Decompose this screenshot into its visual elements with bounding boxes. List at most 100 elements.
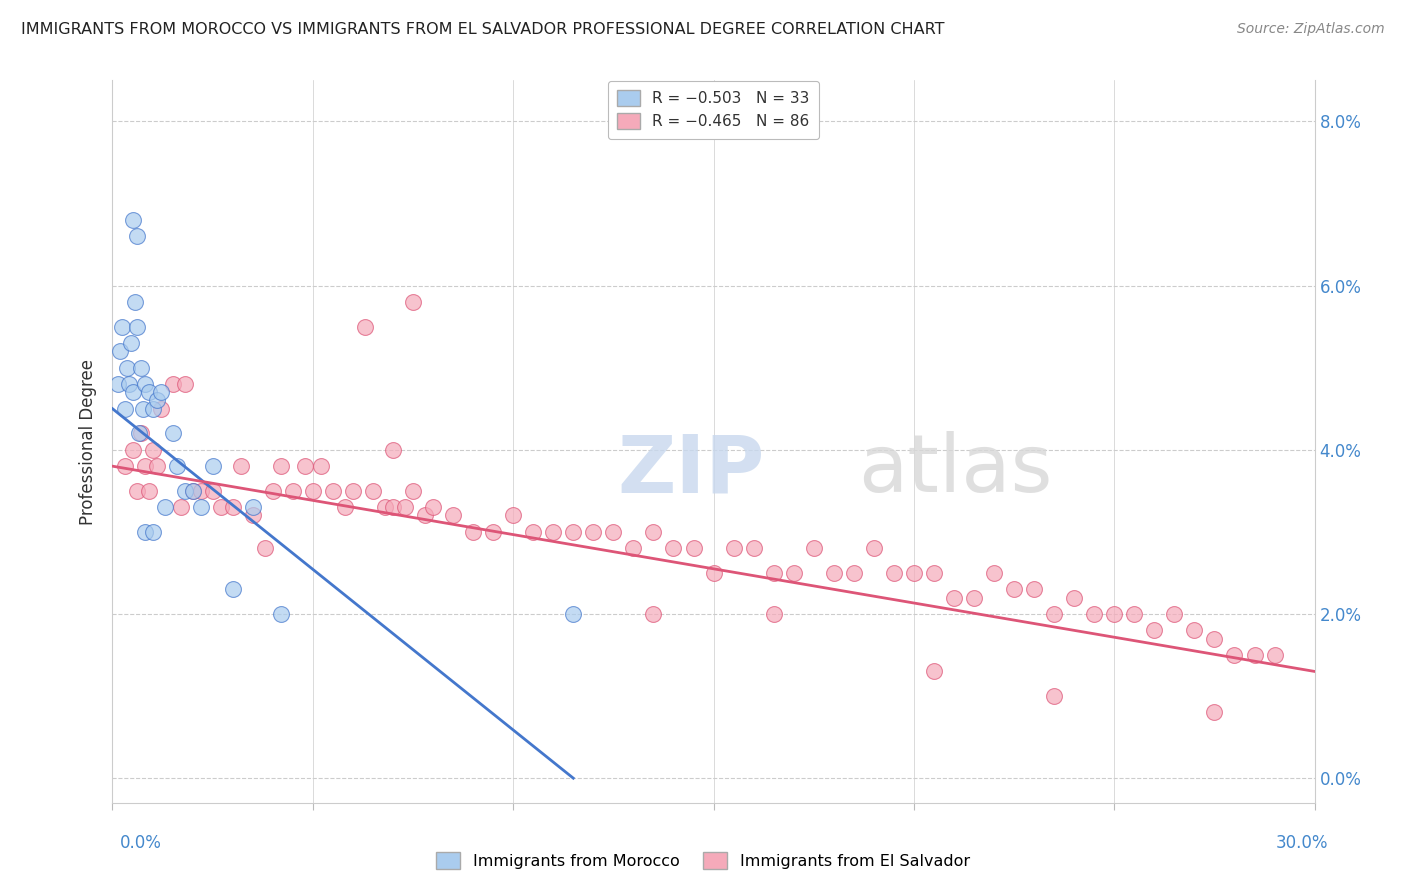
Point [138,483,160,498]
Point [114,401,136,416]
Point [662,541,685,556]
Point [723,541,745,556]
Point [402,295,425,310]
Point [173,377,195,392]
Point [201,459,224,474]
Point [1204,632,1226,646]
Point [141,442,165,457]
Point [422,500,444,515]
Point [110,344,132,359]
Point [823,566,845,580]
Point [169,500,191,515]
Point [190,500,212,515]
Point [121,442,143,457]
Point [922,665,945,679]
Text: 30.0%: 30.0% [1277,834,1329,852]
Point [1024,582,1046,597]
Point [562,607,585,621]
Point [181,483,204,498]
Text: Source: ZipAtlas.com: Source: ZipAtlas.com [1237,22,1385,37]
Point [482,524,505,539]
Point [229,459,252,474]
Point [149,385,172,400]
Point [125,319,148,334]
Point [1123,607,1146,621]
Point [124,295,146,310]
Point [121,212,143,227]
Point [963,591,986,605]
Point [394,500,416,515]
Point [281,483,304,498]
Point [1002,582,1025,597]
Point [134,524,156,539]
Point [145,393,167,408]
Point [1083,607,1105,621]
Point [1063,591,1085,605]
Point [842,566,865,580]
Point [1184,624,1206,638]
Point [129,426,152,441]
Point [114,459,136,474]
Point [120,336,142,351]
Point [463,524,485,539]
Point [543,524,565,539]
Legend: R = −0.503   N = 33, R = −0.465   N = 86: R = −0.503 N = 33, R = −0.465 N = 86 [609,80,818,138]
Point [162,426,184,441]
Point [107,377,129,392]
Text: IMMIGRANTS FROM MOROCCO VS IMMIGRANTS FROM EL SALVADOR PROFESSIONAL DEGREE CORRE: IMMIGRANTS FROM MOROCCO VS IMMIGRANTS FR… [21,22,945,37]
Point [883,566,905,580]
Point [190,483,212,498]
Point [682,541,704,556]
Point [149,401,172,416]
Point [361,483,384,498]
Point [1163,607,1185,621]
Point [138,385,160,400]
Point [134,459,156,474]
Point [1243,648,1265,662]
Point [803,541,825,556]
Point [173,483,195,498]
Point [1264,648,1286,662]
Point [762,566,785,580]
Point [302,483,325,498]
Point [1223,648,1246,662]
Point [863,541,886,556]
Point [783,566,806,580]
Point [1104,607,1126,621]
Point [181,483,204,498]
Point [623,541,645,556]
Point [270,459,292,474]
Point [125,483,148,498]
Point [129,360,152,375]
Point [131,401,153,416]
Point [209,500,232,515]
Point [742,541,765,556]
Point [502,508,524,523]
Point [222,582,245,597]
Point [374,500,396,515]
Point [402,483,425,498]
Point [270,607,292,621]
Point [1043,607,1066,621]
Point [115,360,138,375]
Point [166,459,188,474]
Point [201,483,224,498]
Point [354,319,377,334]
Point [145,459,167,474]
Point [242,508,264,523]
Point [1043,689,1066,703]
Point [141,524,165,539]
Point [1143,624,1166,638]
Point [413,508,436,523]
Point [125,229,148,244]
Point [1204,706,1226,720]
Point [602,524,624,539]
Y-axis label: Professional Degree: Professional Degree [79,359,97,524]
Point [222,500,245,515]
Text: 0.0%: 0.0% [120,834,162,852]
Point [903,566,925,580]
Point [134,377,156,392]
Point [242,500,264,515]
Point [643,524,665,539]
Point [309,459,332,474]
